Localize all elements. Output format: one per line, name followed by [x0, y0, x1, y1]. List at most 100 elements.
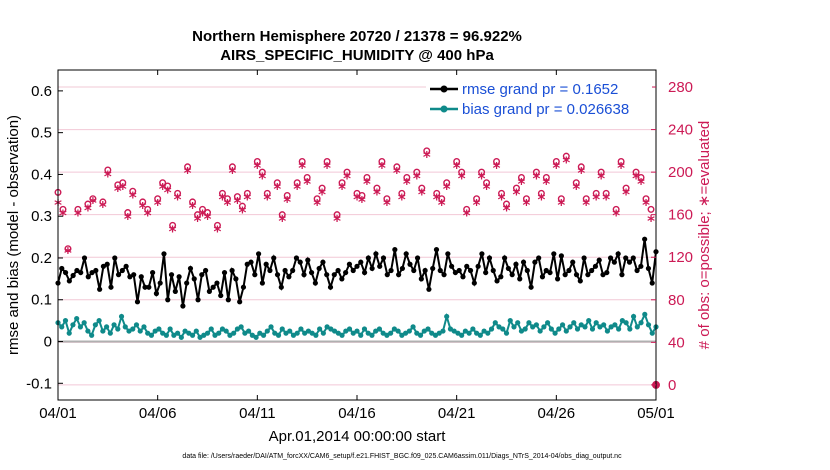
- legend-box: [426, 76, 652, 122]
- bias-point: [339, 332, 345, 338]
- rmse-point: [380, 255, 387, 261]
- obs-possible-point: [398, 189, 406, 197]
- rmse-point: [324, 272, 330, 278]
- rmse-point: [255, 251, 262, 257]
- obs-evaluated-point: *: [114, 182, 122, 200]
- rmse-point: [464, 263, 470, 269]
- rmse-point: [85, 274, 91, 280]
- rmse-point: [449, 263, 455, 269]
- y-tick-label: 0.6: [31, 83, 52, 100]
- bias-point: [100, 328, 106, 334]
- rmse-point: [108, 284, 114, 290]
- obs-evaluated-point: *: [423, 148, 431, 166]
- bias-point: [275, 332, 282, 338]
- bias-point: [552, 330, 558, 336]
- rmse-point: [59, 265, 65, 272]
- rmse-point: [623, 255, 629, 261]
- bias-point: [533, 322, 540, 328]
- rmse-point: [509, 272, 515, 278]
- obs-possible-point: [253, 157, 261, 165]
- obs-evaluated-point: *: [228, 164, 236, 182]
- rmse-point: [350, 267, 356, 274]
- rmse-point: [150, 269, 156, 276]
- rmse-point: [127, 274, 133, 280]
- rmse-point: [153, 290, 160, 297]
- rmse-point: [123, 263, 129, 269]
- obs-possible-point: [363, 173, 371, 181]
- obs-evaluated-point: *: [144, 207, 152, 225]
- rmse-point: [221, 269, 228, 276]
- obs-evaluated-point: *: [463, 207, 471, 225]
- rmse-point: [206, 288, 212, 294]
- bias-point: [59, 324, 65, 330]
- rmse-point: [225, 297, 231, 303]
- rmse-point: [520, 259, 527, 265]
- bias-point: [264, 328, 270, 334]
- obs-possible-point: [298, 157, 306, 165]
- bias-point: [115, 326, 121, 332]
- bias-point: [545, 320, 551, 326]
- rmse-point: [403, 251, 409, 257]
- obs-possible-point: [597, 168, 605, 176]
- rmse-point: [100, 263, 107, 269]
- bias-point: [623, 320, 629, 326]
- obs-evaluated-point: *: [557, 196, 565, 214]
- rmse-point: [547, 269, 553, 276]
- rmse-point: [115, 272, 122, 278]
- obs-possible-point: [572, 179, 580, 187]
- rmse-point: [191, 276, 197, 282]
- obs-evaluated-point: *: [164, 183, 172, 201]
- rmse-point: [168, 272, 175, 278]
- rmse-point: [244, 261, 250, 267]
- obs-possible-point: [413, 168, 421, 176]
- obs-possible-point: [647, 205, 655, 213]
- rmse-point: [396, 272, 402, 278]
- bias-point: [96, 318, 102, 324]
- obs-possible-point: [418, 184, 426, 192]
- bias-point: [612, 322, 618, 328]
- bias-point: [354, 328, 360, 334]
- obs-evaluated-point: *: [637, 175, 645, 193]
- bias-point: [358, 332, 364, 338]
- rmse-point: [146, 284, 152, 290]
- obs-possible-point: [358, 192, 366, 200]
- rmse-point: [645, 265, 652, 272]
- obs-evaluated-point: *: [612, 207, 620, 225]
- rmse-point: [551, 251, 557, 257]
- rmse-point: [638, 263, 644, 269]
- rmse-point: [252, 272, 258, 278]
- rmse-point: [596, 257, 602, 263]
- y-tick-label: 0: [44, 334, 52, 351]
- bias-point: [133, 322, 140, 328]
- bias-point: [294, 330, 300, 336]
- bias-point: [163, 332, 169, 338]
- bias-point: [298, 326, 304, 332]
- obs-possible-point: [154, 195, 162, 203]
- rmse-point: [62, 269, 69, 276]
- obs-possible-point: [562, 152, 570, 160]
- rmse-point: [339, 276, 345, 282]
- bias-point: [638, 320, 644, 326]
- bias-point: [313, 332, 319, 338]
- obs-evaluated-point: *: [398, 191, 406, 209]
- bias-point: [503, 330, 510, 336]
- obs-possible-point: [189, 198, 197, 206]
- bias-point: [141, 324, 147, 330]
- bias-point: [444, 313, 450, 320]
- rmse-point: [138, 274, 144, 280]
- obs-possible-point: [218, 189, 226, 197]
- rmse-point: [297, 259, 303, 265]
- rmse-point: [184, 280, 190, 286]
- obs-evaluated-point: *: [632, 169, 640, 187]
- rmse-point: [577, 278, 583, 284]
- obs-evaluated-point: *: [129, 189, 137, 207]
- obs-possible-point: [522, 195, 530, 203]
- bias-point: [466, 330, 472, 336]
- rmse-point: [456, 267, 462, 274]
- rmse-point: [157, 280, 163, 286]
- obs-possible-point: [438, 195, 446, 203]
- obs-possible-point: [64, 245, 72, 253]
- bias-point: [477, 332, 483, 338]
- rmse-point: [483, 269, 489, 276]
- x-tick-label: 04/06: [139, 405, 177, 422]
